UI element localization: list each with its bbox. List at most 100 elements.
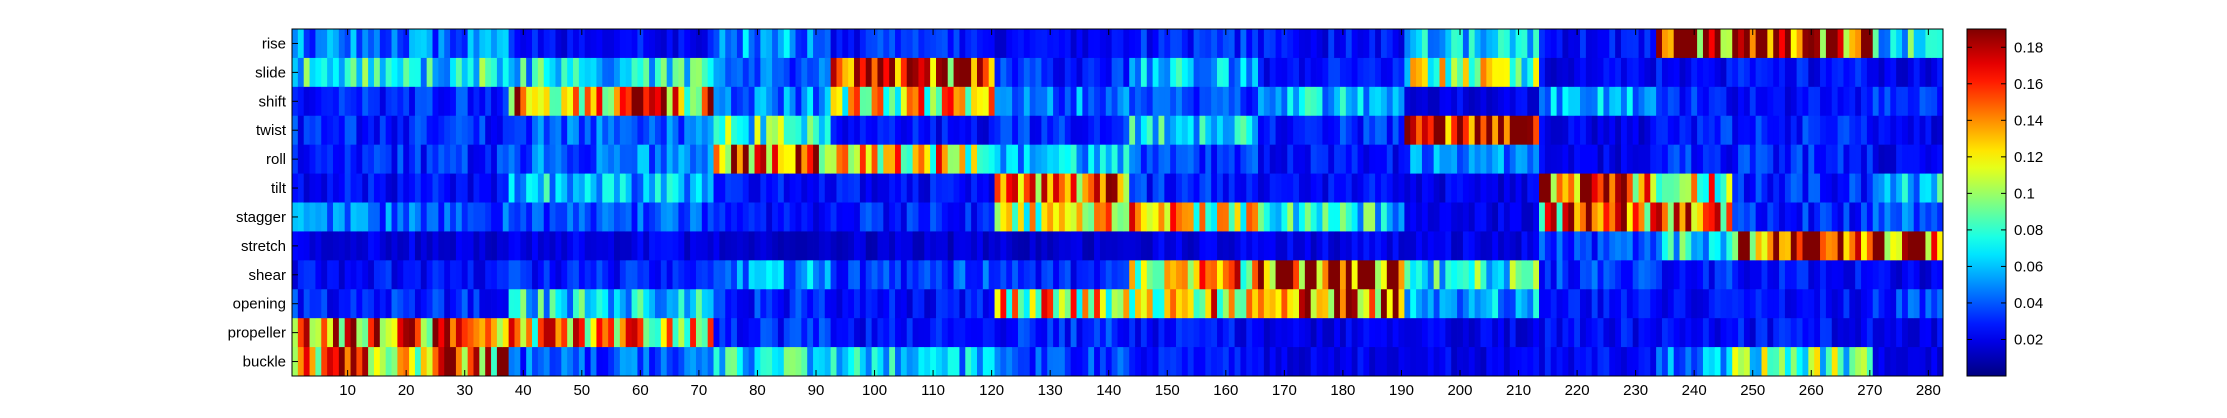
- heatmap-cell: [1784, 260, 1792, 290]
- heatmap-cell: [1164, 29, 1171, 59]
- heatmap-cell: [1767, 231, 1774, 261]
- heatmap-cell: [344, 347, 351, 377]
- heatmap-cell: [1585, 173, 1593, 203]
- heatmap-cell: [409, 231, 416, 261]
- heatmap-cell: [368, 289, 375, 319]
- heatmap-cell: [432, 115, 439, 146]
- heatmap-cell: [1761, 57, 1768, 88]
- heatmap-cell: [947, 318, 954, 348]
- heatmap-cell: [1591, 86, 1598, 117]
- heatmap-cell: [736, 202, 744, 232]
- heatmap-cell: [1252, 115, 1259, 146]
- heatmap-cell: [789, 347, 796, 377]
- heatmap-cell: [678, 202, 685, 232]
- heatmap-cell: [1861, 57, 1868, 88]
- heatmap-cell: [1556, 289, 1563, 319]
- heatmap-cell: [1855, 86, 1862, 117]
- heatmap-cell: [1375, 231, 1382, 261]
- heatmap-cell: [1328, 347, 1335, 377]
- heatmap-cell: [1058, 318, 1066, 348]
- heatmap-cell: [1275, 115, 1282, 146]
- heatmap-cell: [1140, 173, 1148, 203]
- heatmap-cell: [1673, 202, 1680, 232]
- heatmap-cell: [713, 289, 720, 319]
- heatmap-cell: [690, 260, 697, 290]
- heatmap-cell: [1691, 318, 1698, 348]
- heatmap-cell: [1164, 57, 1171, 88]
- heatmap-cell: [1111, 347, 1118, 377]
- heatmap-cell: [1380, 318, 1388, 348]
- heatmap-cell: [982, 57, 990, 88]
- heatmap-cell: [1609, 318, 1616, 348]
- heatmap-cell: [1386, 173, 1394, 203]
- heatmap-cell: [971, 260, 978, 290]
- heatmap-cell: [1439, 57, 1446, 88]
- heatmap-cell: [350, 289, 357, 319]
- heatmap-cell: [1029, 57, 1036, 88]
- heatmap-cell: [947, 347, 954, 377]
- heatmap-cell: [965, 260, 972, 290]
- heatmap-cell: [1609, 86, 1616, 117]
- heatmap-cell: [338, 29, 346, 59]
- heatmap-cell: [1187, 347, 1195, 377]
- heatmap-cell: [1094, 318, 1101, 348]
- heatmap-cell: [848, 231, 855, 261]
- heatmap-cell: [1445, 347, 1452, 377]
- heatmap-cell: [1796, 144, 1803, 174]
- heatmap-cell: [1187, 29, 1195, 59]
- heatmap-cell: [1831, 318, 1839, 348]
- heatmap-cell: [1726, 57, 1733, 88]
- heatmap-cell: [508, 289, 515, 319]
- heatmap-cell: [1884, 260, 1891, 290]
- heatmap-cell: [660, 29, 668, 59]
- heatmap-cell: [1509, 347, 1517, 377]
- heatmap-cell: [777, 347, 785, 377]
- heatmap-cell: [491, 115, 498, 146]
- heatmap-cell: [736, 115, 744, 146]
- heatmap-cell: [971, 86, 978, 117]
- heatmap-cell: [619, 202, 627, 232]
- heatmap-cell: [1913, 202, 1920, 232]
- heatmap-cell: [1767, 144, 1774, 174]
- heatmap-cell: [391, 144, 398, 174]
- heatmap-cell: [420, 173, 428, 203]
- heatmap-cell: [414, 173, 422, 203]
- heatmap-cell: [1755, 289, 1762, 319]
- heatmap-cell: [1474, 144, 1481, 174]
- heatmap-cell: [485, 115, 492, 146]
- heatmap-cell: [1047, 173, 1054, 203]
- heatmap-cell: [1064, 57, 1072, 88]
- heatmap-cell: [1339, 173, 1347, 203]
- heatmap-cell: [1638, 29, 1645, 59]
- heatmap-cell: [537, 29, 545, 59]
- row-label: slide: [255, 64, 286, 81]
- heatmap-cell: [403, 86, 410, 117]
- heatmap-cell: [649, 173, 656, 203]
- heatmap-cell: [1281, 202, 1288, 232]
- heatmap-cell: [1217, 318, 1224, 348]
- heatmap-cell: [596, 260, 603, 290]
- heatmap-cell: [1527, 173, 1534, 203]
- heatmap-cell: [1386, 144, 1394, 174]
- heatmap-cell: [1890, 260, 1897, 290]
- heatmap-cell: [1773, 260, 1780, 290]
- heatmap-cell: [1468, 144, 1476, 174]
- heatmap-cell: [1626, 86, 1634, 117]
- heatmap-cell: [1907, 231, 1915, 261]
- heatmap-cell: [906, 86, 913, 117]
- heatmap-cell: [1380, 347, 1388, 377]
- heatmap-cell: [941, 202, 949, 232]
- heatmap-cell: [678, 347, 685, 377]
- heatmap-cell: [1041, 289, 1048, 319]
- heatmap-cell: [385, 318, 392, 348]
- heatmap-cell: [444, 115, 451, 146]
- heatmap-cell: [1339, 231, 1347, 261]
- heatmap-cell: [608, 202, 615, 232]
- heatmap-cell: [1779, 57, 1786, 88]
- heatmap-cell: [1164, 202, 1171, 232]
- heatmap-cell: [824, 57, 832, 88]
- heatmap-cell: [1937, 144, 1944, 174]
- heatmap-cell: [1568, 202, 1575, 232]
- heatmap-cell: [368, 347, 375, 377]
- heatmap-cell: [1298, 289, 1306, 319]
